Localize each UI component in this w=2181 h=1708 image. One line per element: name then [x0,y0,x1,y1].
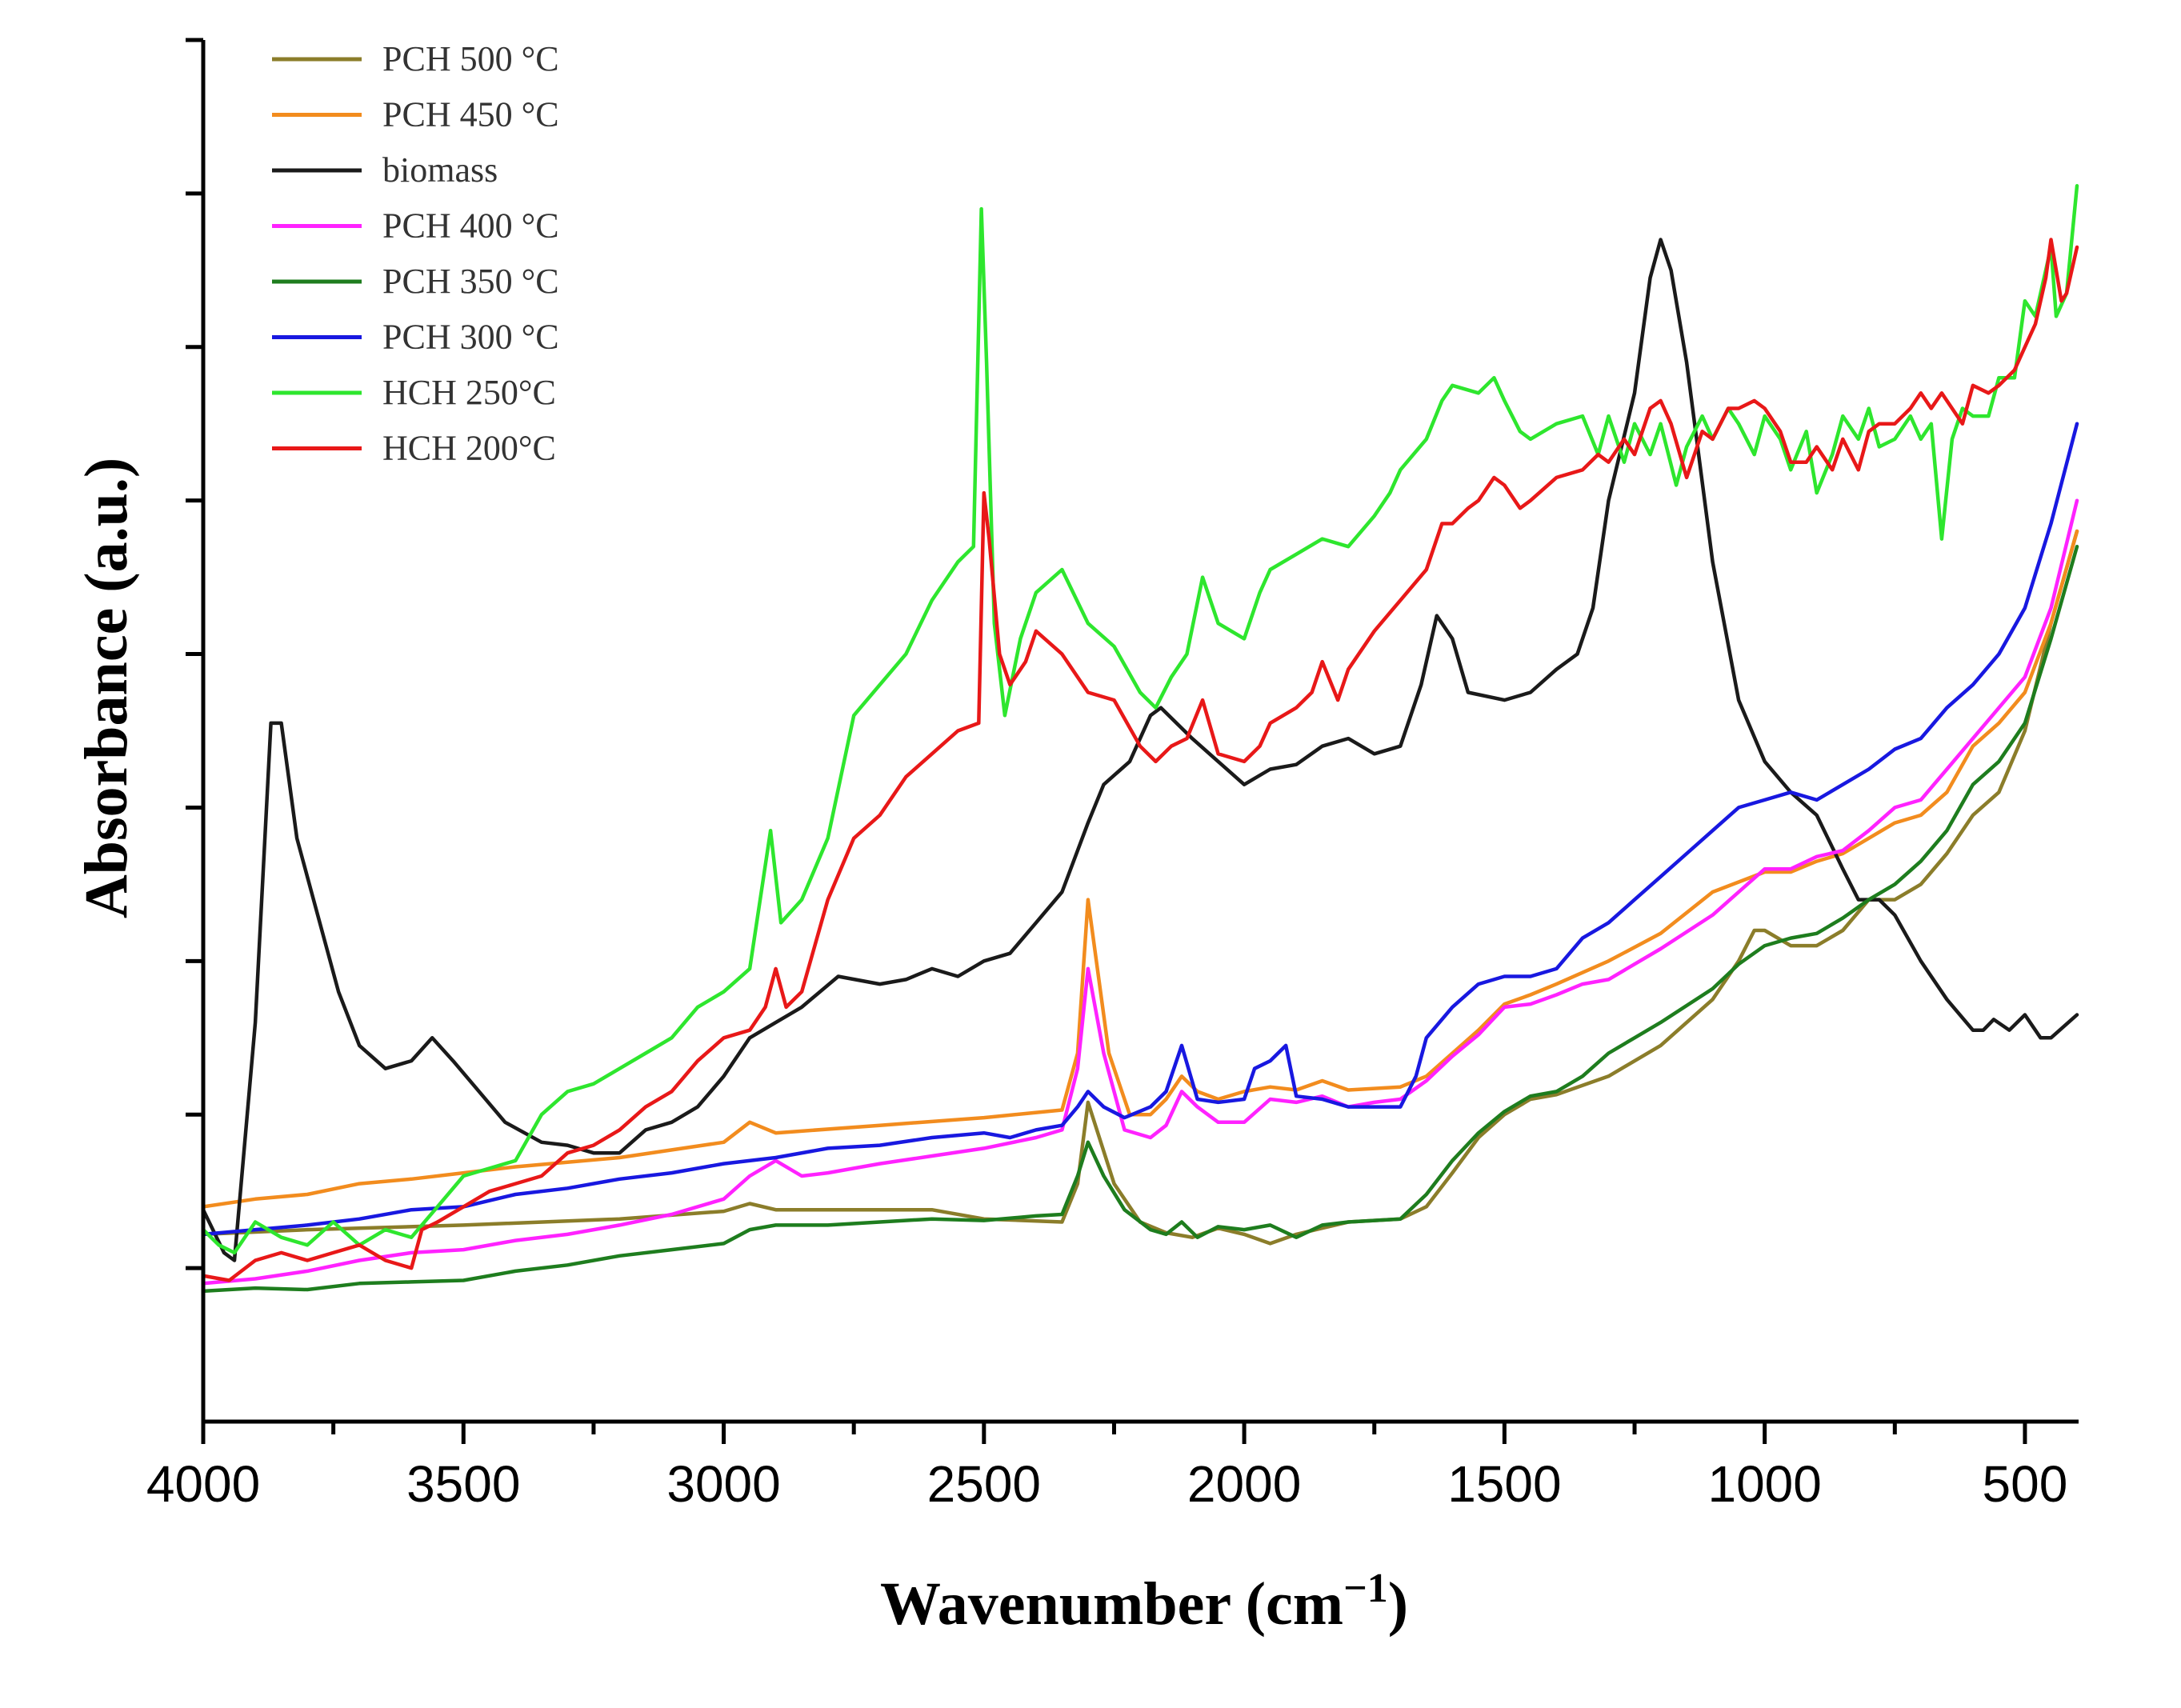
y-axis-ticks [186,38,203,1270]
x-tick-label: 4000 [146,1455,260,1513]
legend-label: biomass [382,150,498,190]
legend-label: PCH 300 °C [382,318,559,357]
axes: 4000 3500 3000 2500 2000 1500 1000 500 [146,38,2079,1513]
series-line-biomass [201,238,2079,1262]
legend-label: PCH 500 °C [382,39,559,78]
series-line-pch-350-c [201,544,2079,1294]
x-tick-label: 500 [1983,1455,2068,1513]
series-line-pch-400-c [201,498,2079,1286]
series-line-pch-450-c [201,529,2079,1209]
x-axis-ticks: 4000 3500 3000 2500 2000 1500 1000 500 [146,1422,2068,1513]
y-axis-title: Absorbance (a.u.) [73,458,140,918]
legend-label: PCH 450 °C [382,95,559,134]
series-line-hch-250-c [201,184,2079,1255]
plot-area [201,184,2079,1294]
x-axis-title: Wavenumber (cm−1) [880,1566,1408,1638]
x-tick-label: 1000 [1707,1455,1821,1513]
x-tick-label: 2500 [927,1455,1041,1513]
x-tick-label: 3000 [666,1455,780,1513]
series-line-pch-500-c [201,529,2079,1246]
series-line-hch-200-c [201,238,2079,1282]
legend-label: PCH 350 °C [382,262,559,301]
series-line-pch-300-c [201,422,2079,1237]
x-tick-label: 3500 [406,1455,520,1513]
x-tick-label: 2000 [1187,1455,1301,1513]
legend-label: HCH 200°C [382,429,556,468]
legend: PCH 500 °C PCH 450 °C biomass PCH 400 °C PCH… [272,39,559,468]
x-tick-label: 1500 [1447,1455,1561,1513]
legend-label: PCH 400 °C [382,206,559,246]
legend-label: HCH 250°C [382,373,556,412]
